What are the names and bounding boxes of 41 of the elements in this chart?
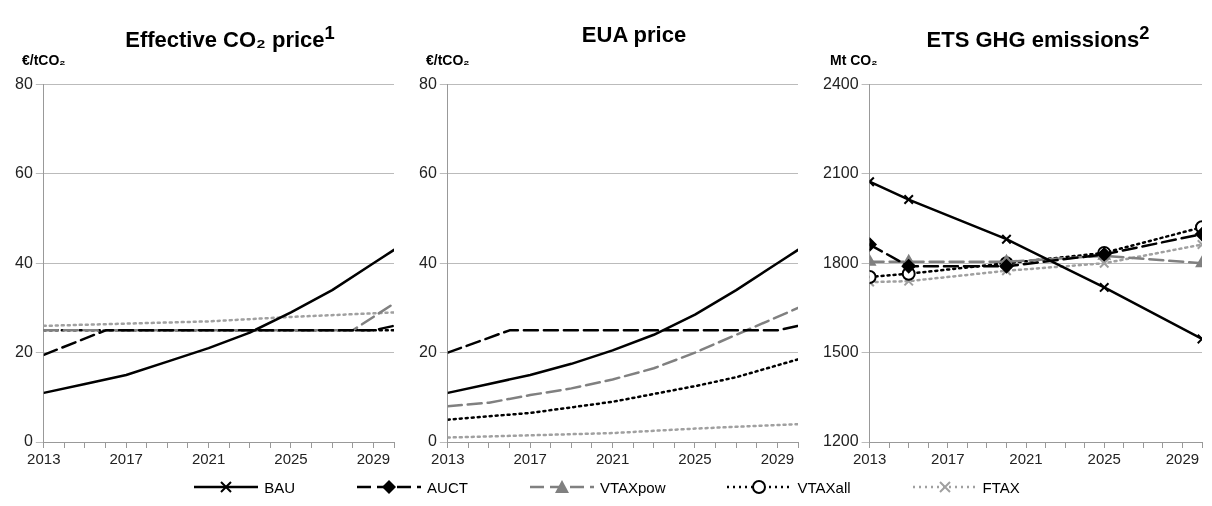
x-tick-label: 2029 (356, 450, 391, 468)
x-tick-label: 2013 (431, 450, 465, 468)
x-tick-label: 2021 (1009, 450, 1043, 468)
legend-label: BAU (264, 478, 296, 496)
y-axis-title: Mt CO₂ (830, 52, 878, 68)
x-tick-label: 2017 (931, 450, 965, 468)
y-tick-label: 2400 (823, 75, 859, 93)
y-axis-title: €/tCO₂ (426, 52, 470, 68)
x-tick-label: 2025 (1087, 450, 1121, 468)
y-tick-label: 20 (15, 343, 33, 361)
y-tick-label: 0 (427, 432, 437, 450)
y-axis-title: €/tCO₂ (22, 52, 66, 68)
x-tick-label: 2025 (274, 450, 308, 468)
x-tick-label: 2021 (595, 450, 630, 468)
legend-label: VTAXpow (599, 478, 666, 496)
y-tick-label: 80 (419, 75, 437, 93)
y-tick-label: 40 (419, 253, 437, 271)
y-tick-label: 1800 (823, 253, 859, 271)
y-tick-label: 80 (15, 75, 33, 93)
chart-title: Effective CO₂ price$^{1}$ (124, 22, 336, 54)
x-tick-label: 2017 (109, 450, 143, 468)
y-tick-label: 40 (15, 253, 33, 271)
legend-label: FTAX (982, 478, 1020, 496)
x-tick-label: 2029 (1165, 450, 1200, 468)
legend-label: AUCT (427, 478, 468, 496)
x-tick-label: 2021 (191, 450, 226, 468)
y-tick-label: 60 (15, 164, 33, 182)
y-tick-label: 0 (23, 432, 33, 450)
legend-label: VTAXall (797, 478, 851, 496)
x-tick-label: 2017 (513, 450, 547, 468)
chart-title: ETS GHG emissions$^{2}$ (925, 22, 1151, 54)
x-tick-label: 2013 (27, 450, 61, 468)
x-tick-label: 2029 (760, 450, 795, 468)
x-tick-label: 2013 (852, 450, 887, 468)
x-tick-label: 2025 (678, 450, 712, 468)
y-tick-label: 1200 (823, 432, 859, 450)
y-tick-label: 2100 (823, 164, 859, 182)
y-tick-label: 20 (419, 343, 437, 361)
y-tick-label: 60 (419, 164, 437, 182)
chart-title: EUA price (580, 22, 688, 48)
y-tick-label: 1500 (823, 343, 859, 361)
